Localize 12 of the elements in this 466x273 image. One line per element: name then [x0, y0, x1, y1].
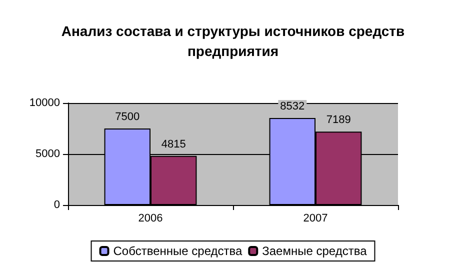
legend-label: Собственные средства [113, 244, 242, 258]
y-tick-label: 10000 [29, 97, 60, 109]
y-tick-label: 5000 [36, 148, 60, 160]
y-tick-label: 0 [54, 199, 60, 211]
data-label: 8532 [280, 100, 305, 112]
x-tick-label: 2007 [303, 212, 328, 224]
x-tick-label: 2006 [138, 212, 163, 224]
data-label: 4815 [161, 138, 186, 150]
legend-label: Заемные средства [262, 244, 368, 258]
data-label: 7500 [115, 111, 140, 123]
chart-title: Анализ состава и структуры источников средств предприятия [61, 23, 406, 59]
data-label: 7189 [326, 114, 351, 126]
